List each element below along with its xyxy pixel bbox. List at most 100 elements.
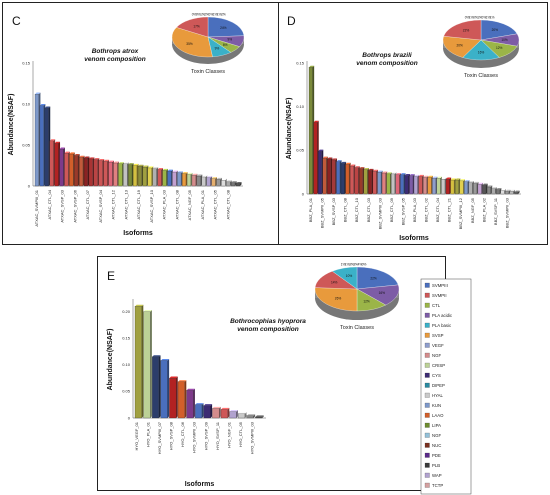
bar — [322, 158, 327, 195]
bar-side — [176, 376, 178, 418]
legend-swatch — [424, 482, 430, 488]
bar-top — [500, 188, 506, 191]
y-tick-label: 0.05 — [22, 142, 31, 147]
x-tick-label: HYO_SVMPIII_07 — [157, 421, 162, 454]
bar-top — [93, 158, 100, 160]
legend-swatch — [424, 302, 430, 308]
bar-top — [436, 176, 442, 179]
legend-entry: VEGF — [432, 343, 444, 348]
panel-letter: E — [107, 269, 115, 283]
x-tick-label: ATXAC_NGF_05 — [187, 189, 192, 220]
bar — [137, 166, 142, 187]
bar-top — [505, 189, 511, 192]
bar-top — [391, 172, 397, 174]
x-tick-label: ATXAC_SVSP_06 — [72, 189, 77, 222]
bar-top — [496, 188, 502, 190]
bar — [134, 306, 142, 419]
bar-top — [143, 310, 152, 312]
legend-entry: CYS — [432, 373, 441, 378]
pie-slice — [443, 19, 482, 41]
bar-top — [423, 175, 429, 178]
bar-top — [178, 380, 187, 382]
legend-swatch — [424, 412, 430, 418]
bar-top — [206, 176, 213, 178]
legend-entry: WAP — [432, 473, 442, 478]
x-tick-label: BBZ_PLA_02 — [481, 197, 486, 222]
bar — [177, 172, 182, 187]
bar-top — [473, 181, 479, 184]
bar-side — [508, 189, 511, 194]
pie-small-label: 0% — [192, 13, 197, 17]
x-tick-label: ATXAC_CTL_08 — [174, 189, 179, 219]
bar-side — [201, 403, 204, 418]
bar-side — [239, 181, 242, 186]
pie-small-label: 0% — [208, 13, 213, 17]
legend-swatch — [424, 322, 430, 328]
bar — [201, 176, 206, 187]
bar — [211, 178, 216, 187]
bar — [88, 158, 93, 187]
bar-top — [187, 172, 193, 175]
bar-top — [409, 174, 415, 176]
bar — [400, 174, 404, 195]
x-tick-label: ATXAC_SVSP_04 — [98, 189, 103, 222]
bar — [49, 140, 54, 187]
legend-entry: PLA basic — [432, 323, 452, 328]
bar-top — [160, 358, 170, 361]
pie-small-label: 1% — [217, 13, 222, 17]
legend-entry: SVSP — [432, 333, 444, 338]
x-tick-label: BBZ_CTL_10 — [354, 197, 359, 222]
legend-entry: NGF — [432, 353, 441, 358]
bar — [482, 185, 487, 195]
x-tick-label: ATXAC_SVSP_10 — [149, 189, 154, 222]
bar — [340, 163, 345, 195]
bar — [427, 177, 432, 195]
x-tick-label: HYO_VEGF_01 — [134, 421, 139, 450]
bar — [459, 180, 464, 195]
bar — [186, 390, 194, 419]
bar — [491, 188, 496, 195]
x-tick-label: ATXAC_PLA_01 — [200, 189, 205, 219]
bar — [500, 190, 505, 195]
bar-top — [49, 139, 56, 141]
pie-small-label: 2% — [204, 13, 209, 17]
bar — [118, 163, 123, 187]
bar — [54, 143, 59, 187]
bar — [505, 191, 509, 195]
bar-top — [363, 167, 369, 170]
y-tick-label: 0.10 — [122, 362, 131, 367]
y-tick-label: 0.15 — [22, 60, 31, 65]
bar-side — [244, 412, 247, 418]
x-tick-label: BBZ_SVSP_11 — [493, 197, 498, 225]
bar-top — [336, 160, 342, 162]
bar-top — [74, 154, 80, 156]
bar-top — [229, 410, 238, 412]
bar — [172, 171, 177, 187]
legend-swatch — [424, 362, 430, 368]
legend-swatch — [424, 472, 430, 478]
bar — [196, 176, 201, 187]
bar — [177, 381, 185, 419]
legend-swatch — [424, 352, 430, 358]
bar — [167, 171, 172, 187]
bar — [413, 176, 418, 195]
x-tick-label: ATXAC_CTL_08 — [225, 189, 230, 219]
legend-entry: CTL — [432, 303, 441, 308]
pie-slice-label: 6% — [223, 43, 228, 47]
bar-top — [327, 157, 333, 160]
x-tick-label: HYO_PLA_01 — [146, 421, 151, 447]
bar-top — [482, 183, 488, 186]
bar — [152, 356, 160, 419]
bar — [359, 168, 363, 195]
bar-top — [54, 141, 61, 144]
bar — [477, 184, 482, 195]
legend-entry: LIPA — [432, 423, 441, 428]
chart-title: venom composition — [356, 60, 417, 67]
bar-top — [167, 169, 173, 172]
bar-top — [147, 166, 154, 168]
x-axis-label: Isoforms — [185, 481, 215, 488]
x-tick-label: HYO_SVMPIII_03 — [250, 421, 255, 454]
x-tick-label: BBZ_SVMPII_05 — [320, 197, 325, 228]
legend-swatch — [424, 432, 430, 438]
